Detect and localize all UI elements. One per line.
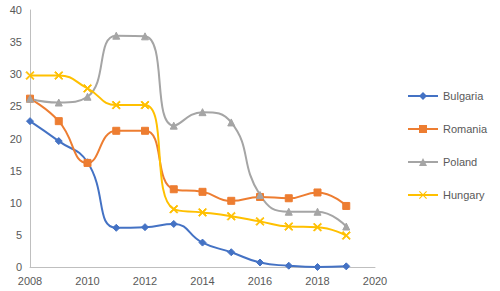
svg-text:Poland: Poland [443,156,477,168]
svg-text:30: 30 [10,68,22,80]
svg-text:35: 35 [10,36,22,48]
svg-text:5: 5 [16,229,22,241]
svg-text:2018: 2018 [305,275,329,287]
svg-text:2012: 2012 [133,275,157,287]
svg-text:2016: 2016 [248,275,272,287]
svg-text:0: 0 [16,261,22,273]
svg-text:2014: 2014 [190,275,214,287]
svg-text:15: 15 [10,165,22,177]
svg-text:Romania: Romania [443,123,488,135]
svg-text:Hungary: Hungary [443,189,485,201]
svg-text:Bulgaria: Bulgaria [443,90,484,102]
svg-text:2020: 2020 [363,275,387,287]
svg-text:2008: 2008 [18,275,42,287]
svg-text:40: 40 [10,4,22,16]
svg-text:25: 25 [10,100,22,112]
svg-text:2010: 2010 [75,275,99,287]
svg-text:10: 10 [10,197,22,209]
svg-text:20: 20 [10,133,22,145]
